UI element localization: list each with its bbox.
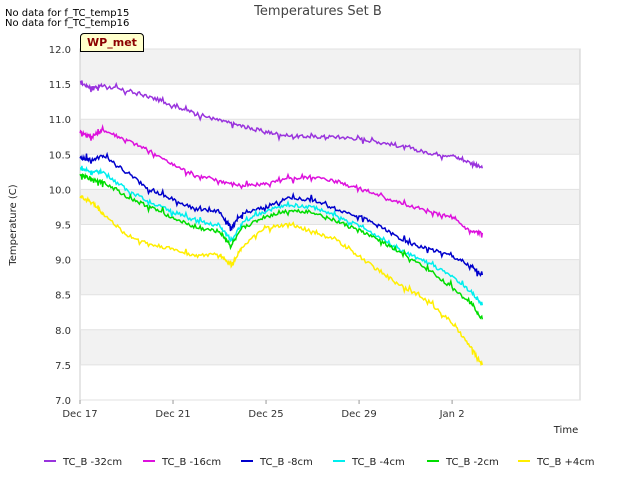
series-lines <box>79 80 484 367</box>
legend-label: TC_B -16cm <box>161 457 221 468</box>
y-tick-label: 9.0 <box>55 256 71 267</box>
legend: TC_B -32cm TC_B -16cm TC_B -8cm TC_B -4cm TC… <box>44 457 595 468</box>
series-line-5 <box>79 172 484 320</box>
legend-label: TC_B +4cm <box>536 457 595 468</box>
y-tick-label: 8.5 <box>55 291 71 302</box>
grid-lines <box>80 48 580 401</box>
y-tick-label: 7.0 <box>55 396 71 407</box>
y-tick-label: 7.5 <box>55 361 71 372</box>
plot-background-bands <box>80 49 580 365</box>
x-tick-label: Jan 2 <box>439 409 465 420</box>
grid-band <box>80 329 580 365</box>
y-axis-label: Temperature (C) <box>8 184 19 266</box>
y-tick-label: 12.0 <box>49 45 71 56</box>
chart-title: Temperatures Set B <box>253 4 382 19</box>
y-tick-label: 9.5 <box>55 221 71 232</box>
y-axis-ticks: 7.0 7.5 8.0 8.5 9.0 9.5 10.0 10.5 11.0 11.5 12.0 <box>49 45 71 407</box>
legend-label: TC_B -32cm <box>62 457 122 468</box>
series-line-6 <box>79 194 484 367</box>
x-tick-label: Dec 21 <box>155 409 190 420</box>
y-tick-label: 10.0 <box>49 185 71 196</box>
x-axis-label: Time <box>553 425 578 436</box>
site-badge: WP_met <box>80 33 144 52</box>
legend-label: TC_B -2cm <box>445 457 499 468</box>
no-data-message-2: No data for f_TC_temp16 <box>5 18 130 29</box>
series-line-1 <box>79 80 484 170</box>
legend-label: TC_B -4cm <box>351 457 405 468</box>
series-line-4 <box>79 165 484 306</box>
x-tick-label: Dec 25 <box>248 409 283 420</box>
x-axis-ticks: Dec 17 Dec 21 Dec 25 Dec 29 Jan 2 <box>62 400 465 420</box>
y-tick-label: 10.5 <box>49 150 71 161</box>
legend-label: TC_B -8cm <box>259 457 313 468</box>
y-tick-label: 11.5 <box>49 80 71 91</box>
y-tick-label: 8.0 <box>55 326 71 337</box>
x-tick-label: Dec 17 <box>62 409 97 420</box>
x-tick-label: Dec 29 <box>341 409 376 420</box>
grid-band <box>80 49 580 85</box>
no-data-message-1: No data for f_TC_temp15 <box>5 8 130 19</box>
grid-band <box>80 259 580 295</box>
series-line-3 <box>79 151 484 277</box>
y-tick-label: 11.0 <box>49 115 71 126</box>
series-line-2 <box>79 123 484 238</box>
